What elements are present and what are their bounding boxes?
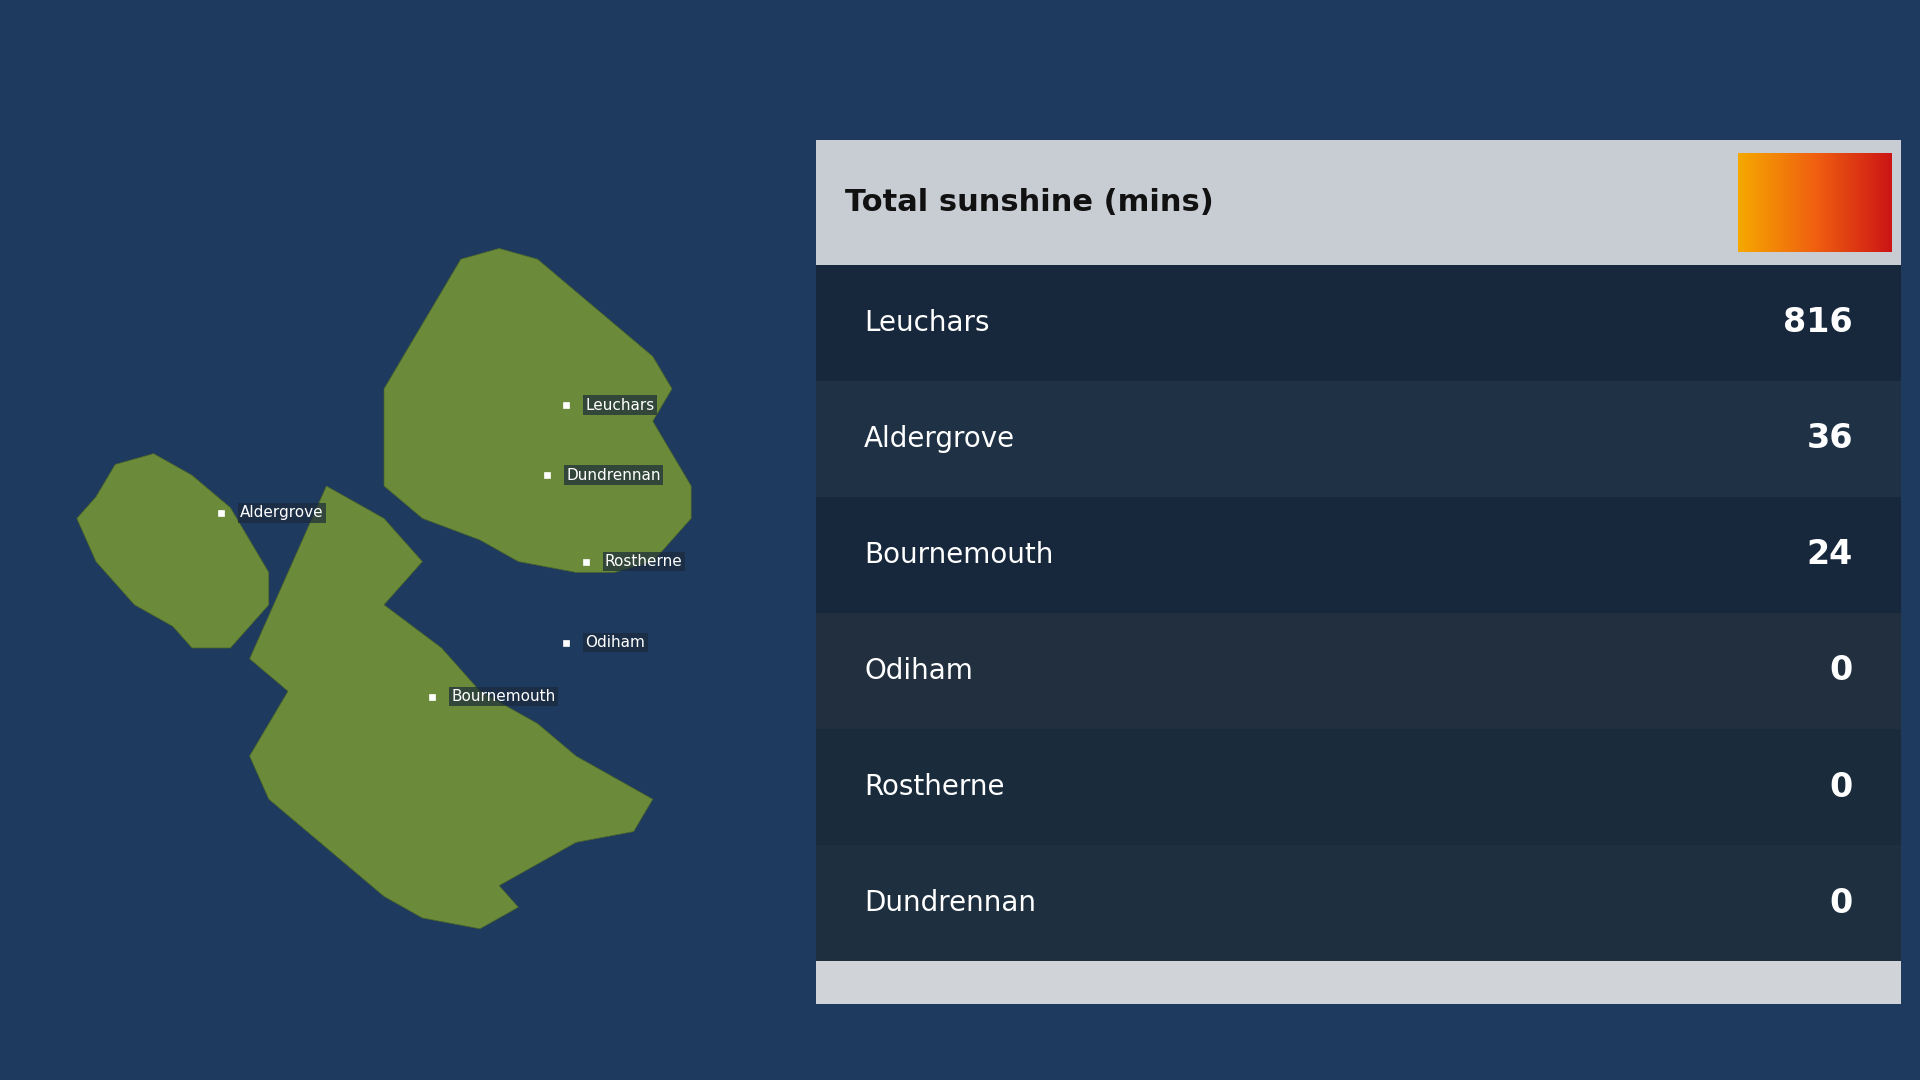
Text: Bournemouth: Bournemouth [864, 541, 1054, 569]
Text: Dundrennan: Dundrennan [864, 889, 1037, 917]
FancyBboxPatch shape [816, 497, 1901, 612]
Text: 0: 0 [1830, 770, 1853, 804]
FancyBboxPatch shape [816, 961, 1901, 1004]
Text: 816: 816 [1784, 306, 1853, 339]
FancyBboxPatch shape [816, 265, 1901, 381]
Text: Bournemouth: Bournemouth [451, 689, 555, 704]
Text: 24: 24 [1807, 538, 1853, 571]
Text: 36: 36 [1807, 422, 1853, 456]
Text: 0: 0 [1830, 654, 1853, 688]
Text: Aldergrove: Aldergrove [864, 424, 1016, 453]
FancyBboxPatch shape [816, 845, 1901, 961]
Polygon shape [77, 454, 269, 648]
Text: Rostherne: Rostherne [605, 554, 682, 569]
FancyBboxPatch shape [816, 612, 1901, 729]
Text: Rostherne: Rostherne [864, 773, 1004, 801]
FancyBboxPatch shape [816, 729, 1901, 845]
FancyBboxPatch shape [816, 140, 1901, 265]
Polygon shape [250, 486, 653, 929]
Text: Odiham: Odiham [586, 635, 645, 650]
Text: Odiham: Odiham [864, 657, 973, 685]
Text: Leuchars: Leuchars [586, 397, 655, 413]
Text: Aldergrove: Aldergrove [240, 505, 324, 521]
FancyBboxPatch shape [816, 380, 1901, 497]
Text: 0: 0 [1830, 887, 1853, 920]
Text: Leuchars: Leuchars [864, 309, 989, 337]
Text: Total sunshine (mins): Total sunshine (mins) [845, 188, 1213, 217]
Polygon shape [384, 248, 691, 572]
Text: Dundrennan: Dundrennan [566, 468, 660, 483]
